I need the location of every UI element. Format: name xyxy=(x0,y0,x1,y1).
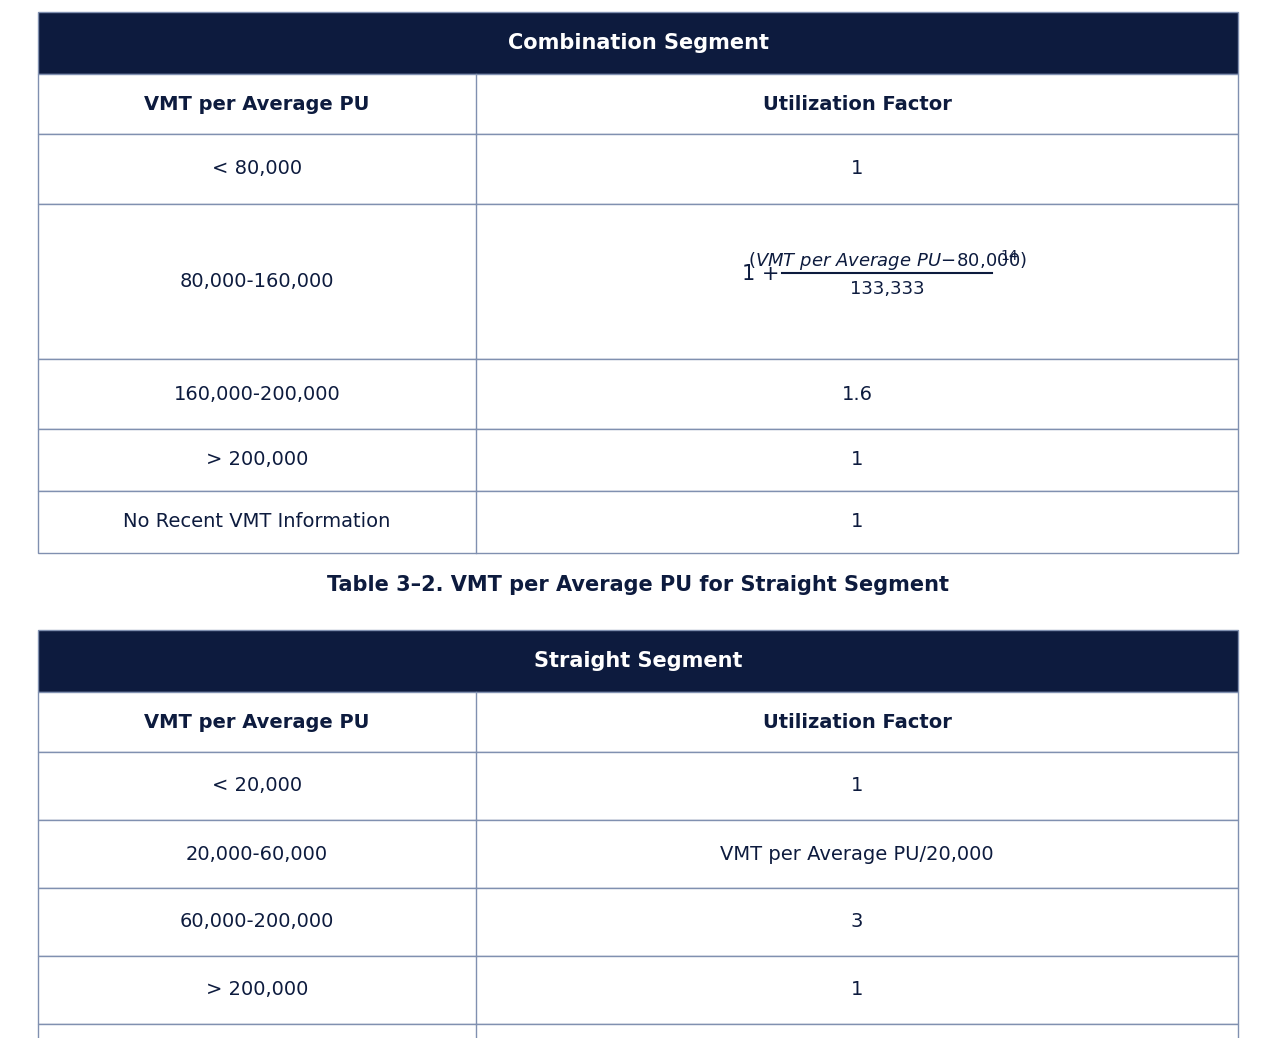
Text: No Recent VMT Information: No Recent VMT Information xyxy=(124,513,390,531)
Text: Table 3–2. VMT per Average PU for Straight Segment: Table 3–2. VMT per Average PU for Straig… xyxy=(327,575,949,595)
Text: 1 +: 1 + xyxy=(743,264,780,283)
Text: 14: 14 xyxy=(1000,248,1018,263)
Text: 1: 1 xyxy=(851,981,863,1000)
Bar xyxy=(38,820,1238,887)
Text: VMT per Average PU/20,000: VMT per Average PU/20,000 xyxy=(720,845,994,864)
Bar xyxy=(38,429,1238,491)
Text: $\mathit{(VMT\ per\ Average\ PU\!-\!80{,}000)}$: $\mathit{(VMT\ per\ Average\ PU\!-\!80{,… xyxy=(748,249,1026,272)
Text: Utilization Factor: Utilization Factor xyxy=(763,94,952,113)
Bar xyxy=(38,692,1238,752)
Text: 133,333: 133,333 xyxy=(850,280,924,299)
Text: Utilization Factor: Utilization Factor xyxy=(763,712,952,732)
Text: > 200,000: > 200,000 xyxy=(205,450,309,469)
Text: < 80,000: < 80,000 xyxy=(212,160,302,179)
Text: Straight Segment: Straight Segment xyxy=(533,651,743,671)
Text: 1: 1 xyxy=(851,160,863,179)
Text: 80,000-160,000: 80,000-160,000 xyxy=(180,272,334,291)
Bar xyxy=(38,204,1238,359)
Bar xyxy=(38,134,1238,204)
Text: 1: 1 xyxy=(851,450,863,469)
Text: 60,000-200,000: 60,000-200,000 xyxy=(180,912,334,931)
Text: VMT per Average PU: VMT per Average PU xyxy=(144,712,370,732)
Text: VMT per Average PU: VMT per Average PU xyxy=(144,94,370,113)
Text: > 200,000: > 200,000 xyxy=(205,981,309,1000)
Text: 20,000-60,000: 20,000-60,000 xyxy=(186,845,328,864)
Bar xyxy=(38,491,1238,553)
Text: Combination Segment: Combination Segment xyxy=(508,33,768,53)
Bar xyxy=(38,359,1238,429)
Text: 160,000-200,000: 160,000-200,000 xyxy=(174,384,341,404)
Text: 1.6: 1.6 xyxy=(841,384,873,404)
Text: 1: 1 xyxy=(851,776,863,795)
Bar xyxy=(38,956,1238,1025)
Bar xyxy=(38,74,1238,134)
Bar xyxy=(38,887,1238,956)
Text: 1: 1 xyxy=(851,513,863,531)
Text: < 20,000: < 20,000 xyxy=(212,776,302,795)
Bar xyxy=(38,1025,1238,1038)
Bar xyxy=(38,630,1238,692)
Bar xyxy=(38,12,1238,74)
Bar xyxy=(38,752,1238,820)
Text: 3: 3 xyxy=(851,912,863,931)
